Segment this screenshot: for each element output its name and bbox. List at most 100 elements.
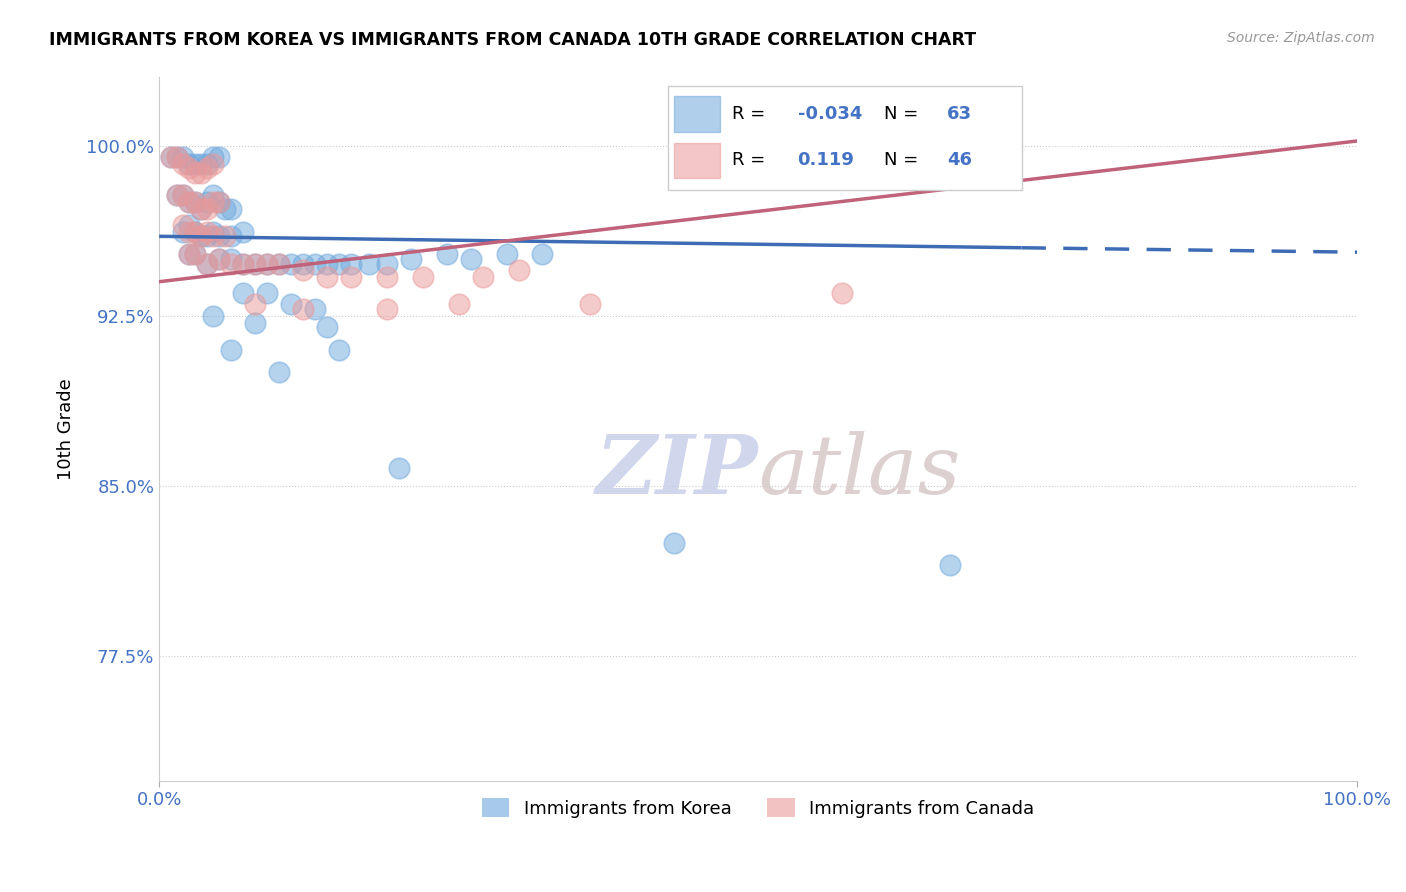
Point [195, 195, 218, 210]
Point [172, 188, 194, 202]
Text: 0.119: 0.119 [797, 152, 855, 169]
Point [172, 188, 194, 202]
Point [375, 301, 398, 316]
Point [291, 301, 314, 316]
Text: Source: ZipAtlas.com: Source: ZipAtlas.com [1227, 31, 1375, 45]
Text: ZIP: ZIP [596, 432, 758, 511]
Point [202, 309, 225, 323]
Point [280, 256, 302, 270]
Point [202, 188, 225, 202]
Text: 63: 63 [948, 105, 973, 123]
Point [214, 229, 236, 244]
Point [177, 225, 200, 239]
Point [232, 256, 254, 270]
Point [508, 263, 530, 277]
Point [177, 247, 200, 261]
Point [471, 270, 494, 285]
Point [208, 252, 231, 266]
Point [184, 225, 207, 239]
Point [232, 256, 254, 270]
Point [160, 150, 183, 164]
Text: N =: N = [884, 152, 924, 169]
Point [184, 247, 207, 261]
Point [184, 166, 207, 180]
Y-axis label: 10th Grade: 10th Grade [58, 378, 75, 480]
Point [166, 188, 188, 202]
Point [195, 225, 218, 239]
Point [219, 202, 242, 216]
Point [340, 256, 363, 270]
Point [267, 256, 290, 270]
Point [190, 229, 212, 244]
Point [219, 343, 242, 357]
Point [177, 195, 200, 210]
Point [831, 286, 853, 301]
Point [208, 195, 231, 210]
Point [315, 320, 337, 334]
Point [315, 270, 337, 285]
Point [190, 166, 212, 180]
Point [315, 256, 337, 270]
Point [184, 195, 207, 210]
Point [202, 225, 225, 239]
Point [304, 256, 326, 270]
Point [195, 202, 218, 216]
Point [208, 195, 231, 210]
Point [243, 297, 266, 311]
Point [160, 150, 183, 164]
Point [177, 247, 200, 261]
Point [243, 256, 266, 270]
Point [195, 161, 218, 176]
Point [256, 256, 278, 270]
Legend: Immigrants from Korea, Immigrants from Canada: Immigrants from Korea, Immigrants from C… [475, 791, 1042, 825]
Point [195, 229, 218, 244]
Point [190, 202, 212, 216]
Point [190, 157, 212, 171]
Point [177, 161, 200, 176]
Point [166, 150, 188, 164]
Point [447, 297, 470, 311]
Point [202, 229, 225, 244]
Point [399, 252, 422, 266]
Text: -0.034: -0.034 [797, 105, 862, 123]
Point [412, 270, 434, 285]
Point [219, 256, 242, 270]
Point [243, 316, 266, 330]
Point [291, 256, 314, 270]
Text: R =: R = [731, 105, 770, 123]
Point [166, 188, 188, 202]
Point [172, 218, 194, 232]
Point [208, 252, 231, 266]
Text: R =: R = [731, 152, 770, 169]
Point [495, 247, 517, 261]
Point [664, 535, 686, 549]
FancyBboxPatch shape [675, 143, 720, 178]
Point [184, 225, 207, 239]
Point [243, 256, 266, 270]
Point [256, 286, 278, 301]
Point [460, 252, 482, 266]
Point [184, 247, 207, 261]
Point [375, 270, 398, 285]
Point [172, 157, 194, 171]
Point [190, 229, 212, 244]
Point [328, 343, 350, 357]
FancyBboxPatch shape [668, 86, 1022, 190]
Point [531, 247, 554, 261]
Point [202, 150, 225, 164]
Point [172, 225, 194, 239]
Point [184, 195, 207, 210]
Point [232, 286, 254, 301]
Point [328, 256, 350, 270]
Point [357, 256, 380, 270]
Text: 46: 46 [948, 152, 973, 169]
Point [177, 195, 200, 210]
Point [256, 256, 278, 270]
Point [232, 225, 254, 239]
FancyBboxPatch shape [675, 96, 720, 132]
Point [388, 460, 411, 475]
Point [579, 297, 602, 311]
Point [375, 256, 398, 270]
Point [195, 256, 218, 270]
Text: atlas: atlas [758, 432, 960, 511]
